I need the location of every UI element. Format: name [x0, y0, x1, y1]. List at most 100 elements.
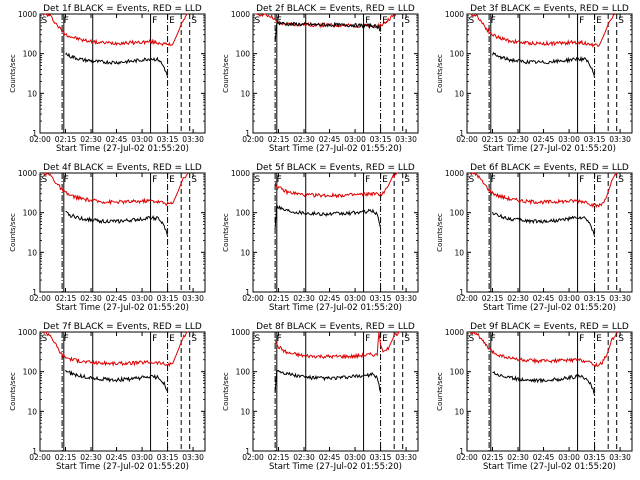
marker-label: F	[277, 334, 282, 344]
y-axis-label: Counts/sec	[222, 213, 230, 252]
y-tick-label: 10	[27, 407, 37, 416]
x-tick-label: 03:00	[131, 135, 153, 144]
x-tick-label: 02:30	[293, 453, 315, 462]
x-tick-label: 03:15	[157, 135, 179, 144]
y-axis-label: Counts/sec	[222, 372, 230, 411]
x-tick-label: 03:00	[131, 453, 153, 462]
x-tick-label: 02:45	[106, 135, 128, 144]
x-tick-label: 02:15	[482, 294, 504, 303]
y-axis-label: Counts/sec	[436, 54, 444, 93]
panel-det-9: Det 9f BLACK = Events, RED = LLD 1 10 100 10…	[436, 322, 633, 472]
y-axis-label: Counts/sec	[9, 54, 17, 93]
x-tick-label: 03:00	[344, 453, 366, 462]
x-tick-label: 02:15	[55, 453, 77, 462]
y-tick-label: 1000	[445, 10, 464, 19]
x-tick-label: 03:00	[558, 294, 580, 303]
x-tick-label: 02:15	[268, 135, 290, 144]
y-tick-label: 10	[240, 248, 250, 257]
marker-label: S	[255, 175, 261, 185]
x-axis-label: Start Time (27-Jul-02 01:55:20)	[56, 303, 189, 313]
x-tick-label: 02:30	[80, 135, 102, 144]
plot-frame	[252, 172, 419, 293]
marker-label: F	[365, 334, 370, 344]
panel-title: Det 8f BLACK = Events, RED = LLD	[256, 322, 415, 332]
marker-label: F	[365, 16, 370, 26]
x-tick-label: 02:00	[242, 453, 264, 462]
marker-label: S	[618, 175, 624, 185]
y-tick-label: 1	[459, 447, 464, 456]
series-events	[274, 20, 381, 42]
series-events	[274, 369, 382, 393]
marker-label: S	[404, 16, 410, 26]
panel-det-6: Det 6f BLACK = Events, RED = LLD 1 10 100 10…	[436, 163, 633, 313]
marker-label: S	[469, 16, 475, 26]
x-tick-label: 03:30	[182, 294, 204, 303]
y-tick-label: 100	[23, 368, 38, 377]
x-tick-label: 02:30	[293, 294, 315, 303]
series-events	[65, 210, 169, 237]
marker-label: E	[169, 16, 175, 26]
plot-frame	[466, 13, 633, 134]
y-axis-label: Counts/sec	[436, 372, 444, 411]
marker-label: E	[382, 175, 388, 185]
panel-det-4: Det 4f BLACK = Events, RED = LLD 1 10 100 10…	[9, 163, 206, 313]
y-tick-label: 100	[236, 368, 251, 377]
series-events	[274, 204, 382, 229]
x-tick-label: 02:45	[533, 135, 555, 144]
panel-det-2: Det 2f BLACK = Events, RED = LLD 1 10 100 10…	[222, 4, 419, 154]
x-tick-label: 03:15	[584, 135, 606, 144]
series-events	[492, 211, 596, 237]
x-tick-label: 03:30	[182, 135, 204, 144]
x-tick-label: 02:00	[29, 294, 51, 303]
x-axis-label: Start Time (27-Jul-02 01:55:20)	[269, 303, 402, 313]
x-tick-label: 03:30	[609, 453, 631, 462]
x-tick-label: 03:00	[131, 294, 153, 303]
plot-frame	[252, 13, 419, 134]
y-tick-label: 100	[236, 50, 251, 59]
marker-label: S	[618, 16, 624, 26]
y-tick-label: 1	[459, 129, 464, 138]
marker-label: F	[64, 16, 69, 26]
x-tick-label: 02:00	[29, 453, 51, 462]
marker-label: S	[42, 16, 48, 26]
marker-label: F	[491, 334, 496, 344]
y-tick-label: 1000	[445, 328, 464, 337]
marker-label: S	[191, 16, 197, 26]
x-tick-label: 02:15	[482, 453, 504, 462]
x-tick-label: 02:30	[80, 294, 102, 303]
marker-label: F	[579, 175, 584, 185]
x-tick-label: 02:15	[55, 294, 77, 303]
marker-label: S	[404, 334, 410, 344]
marker-label: F	[365, 175, 370, 185]
x-axis-label: Start Time (27-Jul-02 01:55:20)	[56, 144, 189, 154]
y-tick-label: 1	[245, 288, 250, 297]
y-tick-label: 100	[23, 50, 38, 59]
x-tick-label: 02:15	[268, 294, 290, 303]
marker-label: S	[469, 334, 475, 344]
x-tick-label: 02:15	[268, 453, 290, 462]
marker-label: S	[618, 334, 624, 344]
x-tick-label: 02:45	[319, 294, 341, 303]
x-tick-label: 02:15	[482, 135, 504, 144]
y-tick-label: 10	[240, 89, 250, 98]
x-tick-label: 02:00	[242, 294, 264, 303]
y-tick-label: 1000	[18, 10, 37, 19]
series-events	[492, 371, 596, 396]
marker-label: S	[191, 175, 197, 185]
marker-label: F	[152, 334, 157, 344]
x-tick-label: 03:30	[609, 294, 631, 303]
series-lld	[42, 172, 189, 207]
y-tick-label: 10	[454, 407, 464, 416]
y-axis-label: Counts/sec	[9, 372, 17, 411]
y-tick-label: 1	[459, 288, 464, 297]
x-tick-label: 02:30	[507, 453, 529, 462]
panel-title: Det 5f BLACK = Events, RED = LLD	[256, 163, 415, 173]
x-tick-label: 03:15	[157, 453, 179, 462]
panel-title: Det 3f BLACK = Events, RED = LLD	[470, 4, 629, 14]
x-tick-label: 02:00	[456, 294, 478, 303]
y-tick-label: 100	[23, 209, 38, 218]
marker-label: F	[152, 175, 157, 185]
marker-label: E	[382, 334, 388, 344]
x-axis-label: Start Time (27-Jul-02 01:55:20)	[56, 462, 189, 472]
